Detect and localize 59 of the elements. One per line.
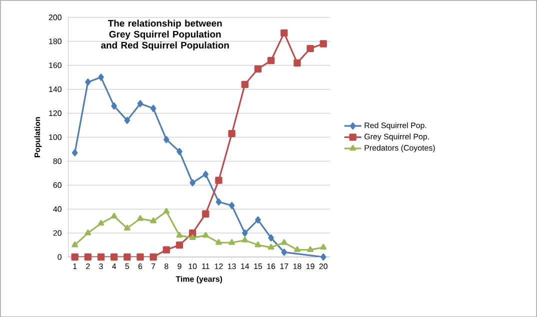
text: The relationship between Grey Squirrel Population and Red Squirrel Population xyxy=(101,20,229,50)
point xyxy=(124,224,130,230)
point xyxy=(150,217,157,224)
point xyxy=(254,65,262,72)
point xyxy=(320,244,327,250)
point xyxy=(124,116,130,124)
point xyxy=(255,216,261,224)
point xyxy=(242,229,248,236)
point xyxy=(281,248,288,256)
point xyxy=(97,253,105,260)
point xyxy=(188,229,196,236)
point xyxy=(267,56,275,64)
point xyxy=(110,212,118,218)
point xyxy=(189,234,196,240)
point xyxy=(98,74,104,81)
point xyxy=(84,229,92,236)
point xyxy=(307,246,314,252)
point xyxy=(228,202,235,209)
point xyxy=(216,198,222,206)
point xyxy=(162,246,170,254)
point xyxy=(241,80,248,88)
point xyxy=(228,130,236,138)
point xyxy=(164,136,170,144)
point xyxy=(268,234,274,242)
point xyxy=(124,253,131,260)
point xyxy=(176,148,182,155)
point xyxy=(228,238,236,245)
point xyxy=(306,44,314,52)
point xyxy=(190,178,196,186)
point xyxy=(163,208,170,214)
point xyxy=(320,40,327,48)
point xyxy=(202,232,209,238)
point xyxy=(216,238,222,245)
point xyxy=(280,29,288,36)
point xyxy=(254,241,262,248)
point xyxy=(85,78,91,86)
point xyxy=(294,59,301,66)
point xyxy=(202,170,209,178)
point xyxy=(150,104,156,112)
point xyxy=(176,241,184,248)
point xyxy=(84,253,92,260)
point xyxy=(111,102,117,110)
point xyxy=(215,176,222,184)
point xyxy=(176,232,183,238)
point xyxy=(137,214,144,221)
point xyxy=(280,238,288,245)
point xyxy=(136,253,144,260)
point xyxy=(72,149,78,156)
point xyxy=(71,253,78,260)
point xyxy=(110,253,118,260)
point xyxy=(72,241,78,248)
point xyxy=(202,210,210,218)
point xyxy=(294,246,300,252)
point xyxy=(137,100,144,108)
point xyxy=(242,236,248,242)
point xyxy=(320,253,326,260)
point xyxy=(98,220,104,226)
point xyxy=(150,253,157,260)
point xyxy=(268,244,274,250)
